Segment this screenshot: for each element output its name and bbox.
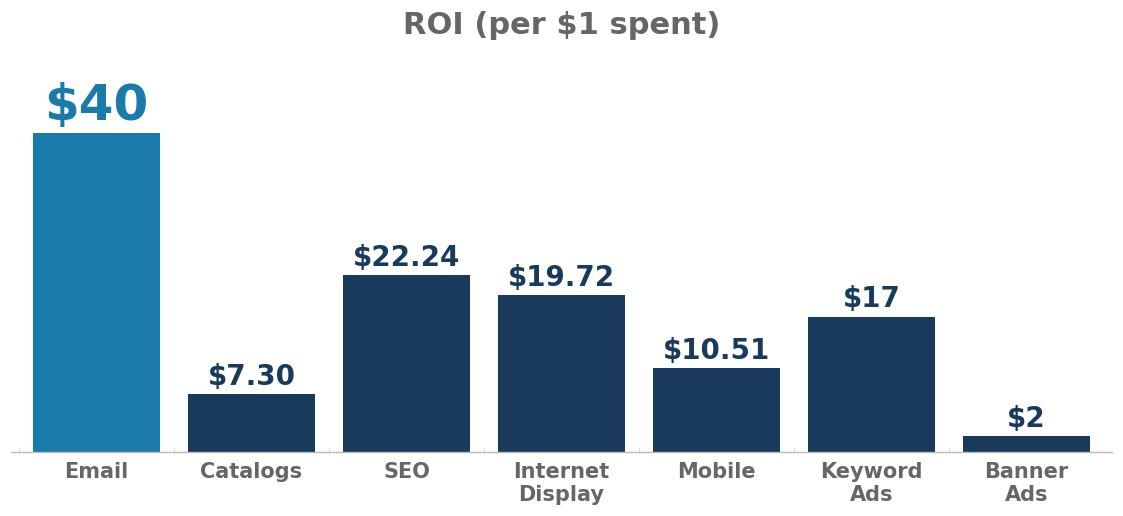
Bar bbox=[964, 436, 1090, 452]
Text: $22.24: $22.24 bbox=[353, 244, 460, 271]
Text: $7.30: $7.30 bbox=[208, 363, 295, 391]
Bar bbox=[188, 394, 314, 452]
Text: $19.72: $19.72 bbox=[508, 264, 615, 292]
Bar bbox=[343, 275, 471, 452]
Text: $17: $17 bbox=[842, 285, 901, 313]
Title: ROI (per $1 spent): ROI (per $1 spent) bbox=[403, 11, 720, 40]
Bar bbox=[33, 133, 159, 452]
Bar bbox=[497, 295, 626, 452]
Text: $10.51: $10.51 bbox=[663, 337, 770, 365]
Bar bbox=[652, 368, 780, 452]
Bar bbox=[809, 316, 935, 452]
Text: $40: $40 bbox=[44, 82, 148, 130]
Text: $2: $2 bbox=[1007, 405, 1046, 433]
